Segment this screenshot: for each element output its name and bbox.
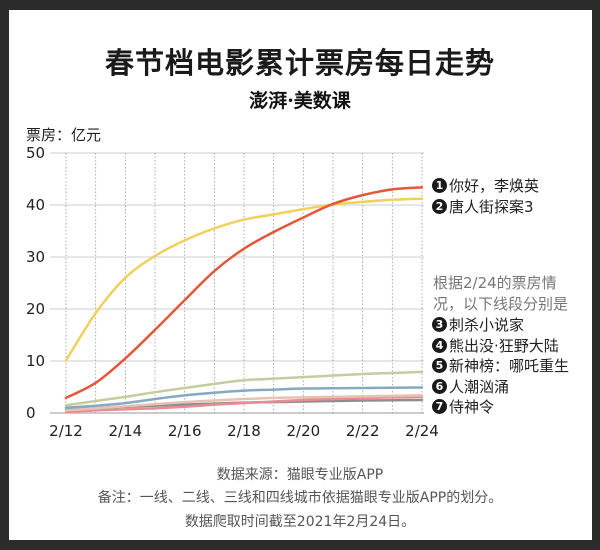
x-tick-label: 2/14: [108, 422, 142, 440]
legend-label: 熊出没·狂野大陆: [449, 337, 559, 355]
legend-number-badge: 2: [432, 199, 447, 214]
series-line-6: [64, 395, 424, 414]
y-axis-label: 票房：亿元: [26, 126, 102, 144]
legend-label: 人潮汹涌: [449, 378, 510, 396]
legend-number-badge: 3: [432, 317, 447, 332]
legend-label: 新神榜：哪吒重生: [449, 357, 570, 375]
legend-number-badge: 6: [432, 379, 447, 394]
infographic-card: [9, 10, 592, 540]
y-tick-label: 20: [26, 300, 45, 318]
legend-label: 你好，李焕英: [449, 177, 540, 195]
footer-note: 备注：一线、二线、三线和四线城市依据猫眼专业版APP的划分。: [97, 490, 503, 506]
legend-number-badge: 1: [432, 178, 447, 193]
series-line-5: [64, 394, 424, 412]
x-tick-label: 2/20: [286, 422, 320, 440]
legend-item-7: 7 侍神令: [432, 396, 494, 417]
series-line-4: [64, 386, 424, 410]
y-tick-label: 0: [26, 404, 36, 422]
legend-label: 侍神令: [449, 398, 495, 416]
y-tick-label: 30: [26, 248, 45, 266]
y-tick-label: 50: [26, 144, 45, 162]
publisher-logo: 澎湃·美数课: [249, 90, 351, 112]
legend-label: 唐人街探案3: [449, 198, 534, 216]
legend-item-4: 4 熊出没·狂野大陆: [432, 335, 559, 356]
x-tick-label: 2/18: [227, 422, 261, 440]
legend-item-6: 6 人潮汹涌: [432, 376, 509, 397]
x-tick-label: 2/16: [168, 422, 202, 440]
series-line-1: [64, 186, 424, 400]
x-tick-label: 2/12: [49, 422, 83, 440]
footer-date: 数据爬取时间截至2021年2月24日。: [184, 514, 416, 530]
legend-number-badge: 4: [432, 338, 447, 353]
legend-item-3: 3 刺杀小说家: [432, 314, 524, 335]
legend-item-5: 5 新神榜：哪吒重生: [432, 355, 569, 376]
series-line-2: [64, 197, 424, 362]
y-tick-label: 10: [26, 352, 45, 370]
x-tick-label: 2/24: [405, 422, 439, 440]
series-line-3: [64, 370, 424, 407]
legend-note-line-1: 根据2/24的票房情: [433, 274, 557, 292]
legend-item-2: 2 唐人街探案3: [432, 196, 534, 217]
legend-number-badge: 5: [432, 358, 447, 373]
x-tick-label: 2/22: [346, 422, 380, 440]
legend-note-line-2: 况，以下线段分别是: [433, 295, 569, 313]
chart-title: 春节档电影累计票房每日走势: [104, 46, 495, 80]
footer-source: 数据来源：猫眼专业版APP: [216, 467, 384, 483]
legend-label: 刺杀小说家: [449, 316, 525, 334]
y-tick-label: 40: [26, 196, 45, 214]
legend-number-badge: 7: [432, 399, 447, 414]
legend-item-1: 1 你好，李焕英: [432, 175, 539, 196]
